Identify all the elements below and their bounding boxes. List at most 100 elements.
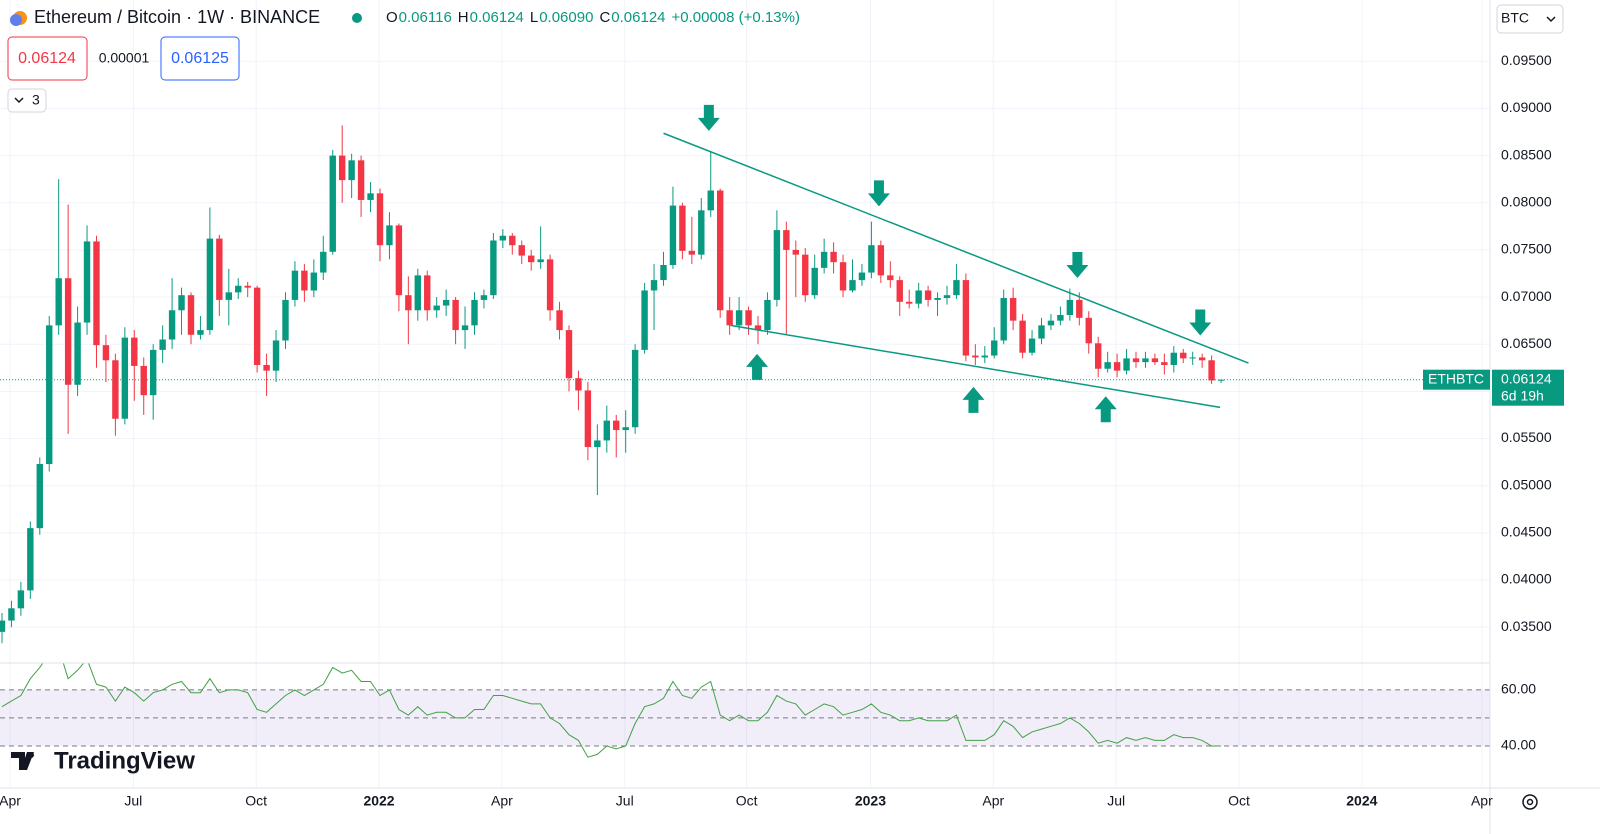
rsi-band <box>0 689 1490 746</box>
annotation-arrow <box>962 386 985 413</box>
candle-body <box>1161 362 1168 365</box>
trendline <box>730 324 1221 409</box>
y-tick-label: 0.09500 <box>1501 52 1552 68</box>
currency-select[interactable] <box>1496 4 1564 34</box>
sell-price[interactable]: 0.06124 <box>18 50 76 67</box>
indicator-count[interactable]: 3 <box>32 92 40 108</box>
x-tick-label: Jul <box>616 793 634 809</box>
candle-body <box>102 345 110 361</box>
legend-label: H <box>458 9 469 26</box>
gear[interactable] <box>1522 794 1538 810</box>
y-tick-label: 0.03500 <box>1501 618 1552 634</box>
candle-body <box>745 310 752 326</box>
candle-body <box>773 230 781 300</box>
legend-label: C <box>599 9 610 26</box>
candle-body <box>329 155 336 252</box>
settings-icon[interactable] <box>1522 794 1538 810</box>
candle-body <box>868 245 875 273</box>
candle-body <box>121 337 129 419</box>
candle-body <box>1038 325 1045 339</box>
candle-body <box>943 295 951 299</box>
y-tick-label: 0.05000 <box>1501 476 1552 492</box>
candle-body <box>679 205 686 251</box>
status-dot <box>352 13 362 23</box>
symbol-title: Ethereum / Bitcoin · 1W · BINANCE <box>34 7 320 27</box>
candle-body <box>981 355 988 358</box>
x-tick-label: Apr <box>0 793 21 809</box>
candle-body <box>442 299 450 306</box>
x-tick-label: 2023 <box>855 793 886 809</box>
symbol-tag <box>1423 369 1490 390</box>
candle-body <box>518 245 525 256</box>
candle-body <box>357 160 365 200</box>
logo-mark <box>11 752 34 770</box>
candle-body <box>716 190 724 311</box>
chevron <box>1546 16 1556 23</box>
buy-price[interactable]: 0.06125 <box>171 50 229 67</box>
candle-body <box>480 295 488 300</box>
legend-label: O <box>386 9 398 26</box>
candle-body <box>726 310 733 326</box>
candle-body <box>131 337 138 366</box>
candle-body <box>934 298 941 300</box>
candle-body <box>499 235 507 241</box>
candle-body <box>291 270 299 300</box>
candle-body <box>575 378 582 391</box>
candle-body <box>830 251 837 263</box>
y-tick-label: 0.04500 <box>1501 524 1552 540</box>
candle-body <box>849 280 856 291</box>
candle-body <box>896 280 903 302</box>
candle-body <box>1057 314 1064 321</box>
candle-body <box>1085 317 1092 344</box>
buy-button[interactable] <box>160 36 240 81</box>
symbol-tag-label: ETHBTC <box>1428 370 1484 386</box>
candle-body <box>178 295 185 311</box>
candle-body <box>395 225 403 296</box>
symbol-icon <box>10 14 22 26</box>
candle-body <box>905 301 913 304</box>
legend-value: 0.06116 <box>399 9 452 26</box>
sell-button[interactable] <box>7 36 88 81</box>
candle-body <box>764 299 771 331</box>
candle-body <box>1009 298 1017 321</box>
indicator-toggle[interactable] <box>7 88 47 113</box>
x-tick-label: Apr <box>982 793 1004 809</box>
candle-body <box>1208 360 1215 381</box>
candle-body <box>27 528 34 591</box>
candle-body <box>1180 352 1187 359</box>
candle-body <box>1000 298 1007 341</box>
candle-body <box>405 295 412 311</box>
candle-body <box>301 270 308 291</box>
logo: TradingView <box>11 747 195 774</box>
legend-label: L <box>530 9 538 26</box>
chevron <box>14 97 24 104</box>
candle-body <box>603 420 610 441</box>
candle-body <box>546 259 554 311</box>
y-tick-label: 0.06500 <box>1501 335 1552 351</box>
grid <box>0 0 1490 788</box>
candle-body <box>1113 362 1121 371</box>
logo-dot <box>28 752 34 758</box>
y-tick-label: 0.07500 <box>1501 241 1552 257</box>
candle-body <box>367 193 374 200</box>
rsi-tick-label: 40.00 <box>1501 737 1536 753</box>
candle-body <box>149 349 157 396</box>
candle-body <box>187 295 195 335</box>
currency[interactable]: BTC <box>1501 10 1529 26</box>
candle-body <box>74 322 81 385</box>
candle-body <box>310 272 318 291</box>
candle-body <box>197 330 204 335</box>
candle-body <box>924 290 932 300</box>
y-tick-label: 0.09000 <box>1501 99 1552 115</box>
x-tick-label: Jul <box>1107 793 1125 809</box>
candle-body <box>962 280 970 356</box>
candle-body <box>641 290 648 350</box>
price-tag-countdown: 6d 19h <box>1501 387 1544 403</box>
candle-body <box>348 160 355 181</box>
gear-center[interactable] <box>1526 798 1534 806</box>
candle-body <box>839 262 847 291</box>
candle-body <box>386 225 393 246</box>
y-tick-label: 0.05500 <box>1501 429 1552 445</box>
candle-body <box>225 292 232 300</box>
